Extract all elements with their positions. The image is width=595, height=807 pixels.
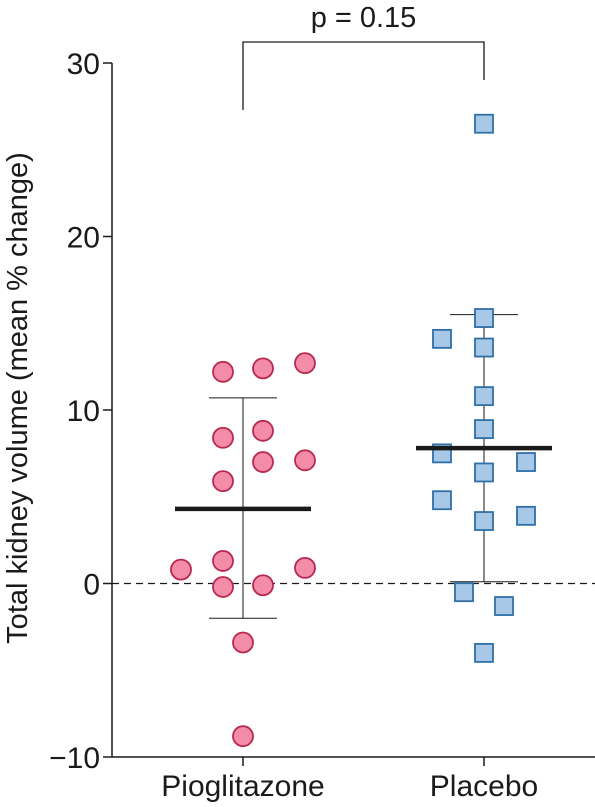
- data-point: [212, 360, 234, 383]
- data-point: [474, 419, 494, 439]
- data-point: [294, 449, 316, 472]
- y-tick-label: −10: [49, 742, 100, 775]
- data-point: [454, 582, 474, 603]
- data-point: [212, 470, 234, 493]
- data-point: [170, 558, 192, 581]
- significance-bracket: [242, 41, 485, 110]
- data-point: [294, 556, 316, 579]
- axes: −10 0 10 20 30 Pioglitazone Placebo Total kidne…: [2, 48, 595, 803]
- data-point: [232, 631, 254, 654]
- data-groups: [170, 113, 552, 748]
- data-point: [516, 452, 536, 472]
- annotations: p = 0.15: [242, 2, 485, 110]
- group-pioglitazone: [170, 352, 316, 748]
- data-point: [294, 352, 316, 375]
- data-point: [474, 511, 494, 531]
- data-point: [252, 357, 274, 380]
- group-placebo: [416, 113, 552, 663]
- data-point: [232, 725, 254, 748]
- data-point: [432, 490, 452, 511]
- x-category-label: Pioglitazone: [161, 770, 324, 803]
- data-point: [212, 426, 234, 449]
- data-point: [516, 505, 536, 526]
- data-point: [432, 328, 452, 349]
- data-point: [474, 643, 494, 663]
- data-point: [474, 113, 494, 134]
- data-point: [474, 308, 494, 328]
- p-value-label: p = 0.15: [311, 2, 417, 34]
- y-tick-label: 30: [67, 48, 100, 81]
- y-tick-label: 0: [83, 569, 100, 602]
- data-point: [474, 386, 494, 407]
- data-point: [212, 576, 234, 598]
- y-tick-label: 20: [67, 222, 100, 255]
- data-point: [474, 462, 494, 483]
- data-point: [252, 574, 274, 597]
- y-axis-title: Total kidney volume (mean % change): [2, 152, 34, 644]
- data-point: [212, 550, 234, 572]
- y-tick-label: 10: [67, 395, 100, 428]
- data-point: [474, 337, 494, 358]
- data-point: [494, 596, 514, 616]
- x-category-label: Placebo: [430, 770, 538, 803]
- data-point: [252, 419, 274, 442]
- data-point: [252, 451, 274, 473]
